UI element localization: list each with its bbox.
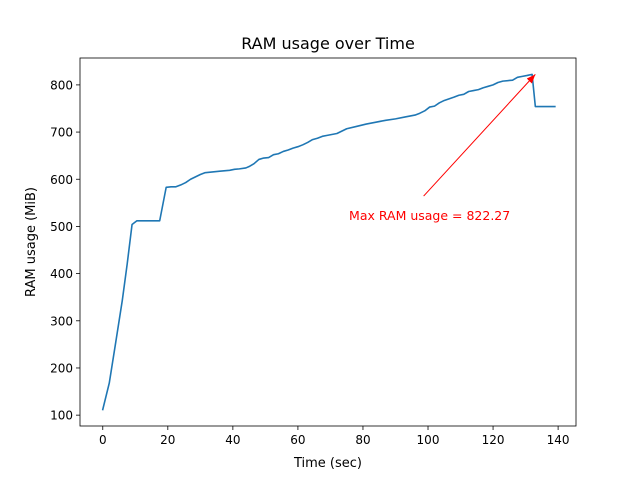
chart-title: RAM usage over Time — [241, 34, 415, 53]
x-tick-label: 60 — [290, 433, 305, 447]
x-tick-label: 100 — [417, 433, 440, 447]
y-tick-label: 200 — [50, 361, 73, 375]
x-tick-label: 0 — [99, 433, 107, 447]
x-axis-label: Time (sec) — [293, 456, 362, 471]
x-tick-label: 40 — [225, 433, 240, 447]
ram-usage-line — [101, 73, 556, 411]
max-ram-annotation: Max RAM usage = 822.27 — [349, 208, 510, 223]
x-tick-label: 140 — [547, 433, 570, 447]
y-axis-label: RAM usage (MiB) — [24, 187, 39, 297]
y-tick-label: 800 — [50, 78, 73, 92]
x-tick-label: 120 — [482, 433, 505, 447]
y-tick-label: 400 — [50, 267, 73, 281]
y-tick-label: 300 — [50, 314, 73, 328]
x-tick-label: 80 — [355, 433, 370, 447]
y-tick-label: 500 — [50, 220, 73, 234]
x-tick-label: 20 — [160, 433, 175, 447]
y-tick-label: 700 — [50, 126, 73, 140]
plot-area-frame — [79, 57, 577, 427]
max-ram-arrow — [423, 74, 536, 197]
y-tick-label: 100 — [50, 409, 73, 423]
y-tick-label: 600 — [50, 173, 73, 187]
